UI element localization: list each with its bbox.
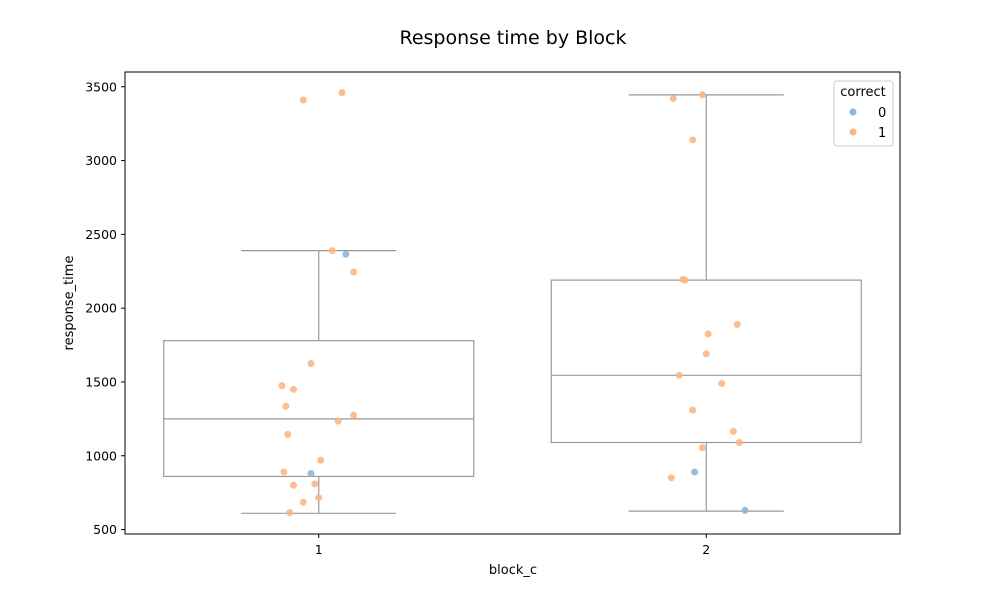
y-tick-label: 2500 xyxy=(85,227,117,242)
legend-frame xyxy=(833,80,894,147)
y-tick-label: 1000 xyxy=(85,448,117,463)
data-point-correct-1 xyxy=(698,91,706,99)
data-point-correct-0 xyxy=(741,506,749,514)
data-point-correct-1 xyxy=(290,481,298,489)
plot-area: 500 1000 1500 2000 2500 3000 3500 1 2 xyxy=(85,71,901,557)
data-point-correct-1 xyxy=(284,430,292,438)
data-point-correct-0 xyxy=(307,469,315,477)
data-point-correct-1 xyxy=(317,456,325,464)
data-point-correct-1 xyxy=(689,406,697,414)
data-point-correct-1 xyxy=(704,330,712,338)
data-point-correct-1 xyxy=(702,350,710,358)
data-point-correct-1 xyxy=(278,382,286,390)
data-point-correct-1 xyxy=(735,438,743,446)
data-point-correct-0 xyxy=(342,250,350,258)
data-point-correct-1 xyxy=(282,402,290,410)
data-point-correct-1 xyxy=(307,360,315,368)
y-tick-label: 1500 xyxy=(85,374,117,389)
y-tick-label: 2000 xyxy=(85,301,117,316)
data-point-correct-1 xyxy=(328,247,336,255)
data-point-correct-1 xyxy=(315,494,323,502)
chart-title: Response time by Block xyxy=(400,27,627,49)
y-tick-label: 3000 xyxy=(85,153,117,168)
legend: correct 0 1 xyxy=(833,80,894,147)
data-point-correct-1 xyxy=(689,136,697,144)
legend-marker-1 xyxy=(849,128,857,136)
data-point-correct-1 xyxy=(286,509,294,517)
data-point-correct-1 xyxy=(350,411,358,419)
legend-label-0: 0 xyxy=(878,106,886,121)
data-point-correct-1 xyxy=(299,96,307,104)
y-axis-label: response_time xyxy=(62,256,77,351)
data-point-correct-1 xyxy=(669,95,677,103)
y-tick-label: 500 xyxy=(93,522,117,537)
x-tick-label: 1 xyxy=(315,542,323,557)
data-point-correct-1 xyxy=(698,444,706,452)
data-point-correct-1 xyxy=(290,385,298,393)
x-axis-label: block_c xyxy=(489,563,537,578)
legend-title: correct xyxy=(840,85,886,100)
data-point-correct-1 xyxy=(350,268,358,276)
y-tick-label: 3500 xyxy=(85,79,117,94)
data-point-correct-1 xyxy=(675,371,683,379)
data-point-correct-1 xyxy=(667,474,675,482)
data-point-correct-1 xyxy=(338,89,346,97)
data-point-correct-1 xyxy=(733,320,741,328)
data-point-correct-1 xyxy=(681,276,689,284)
data-point-correct-1 xyxy=(299,498,307,506)
box-iqr xyxy=(550,279,862,444)
legend-label-1: 1 xyxy=(878,126,886,141)
data-point-correct-1 xyxy=(280,468,288,476)
legend-marker-0 xyxy=(849,108,857,116)
box-iqr xyxy=(163,340,475,478)
data-point-correct-0 xyxy=(691,468,699,476)
data-point-correct-1 xyxy=(729,427,737,435)
plot-frame xyxy=(124,71,901,535)
data-point-correct-1 xyxy=(311,480,319,488)
data-point-correct-1 xyxy=(718,379,726,387)
x-tick-label: 2 xyxy=(702,542,710,557)
data-point-correct-1 xyxy=(334,417,342,425)
